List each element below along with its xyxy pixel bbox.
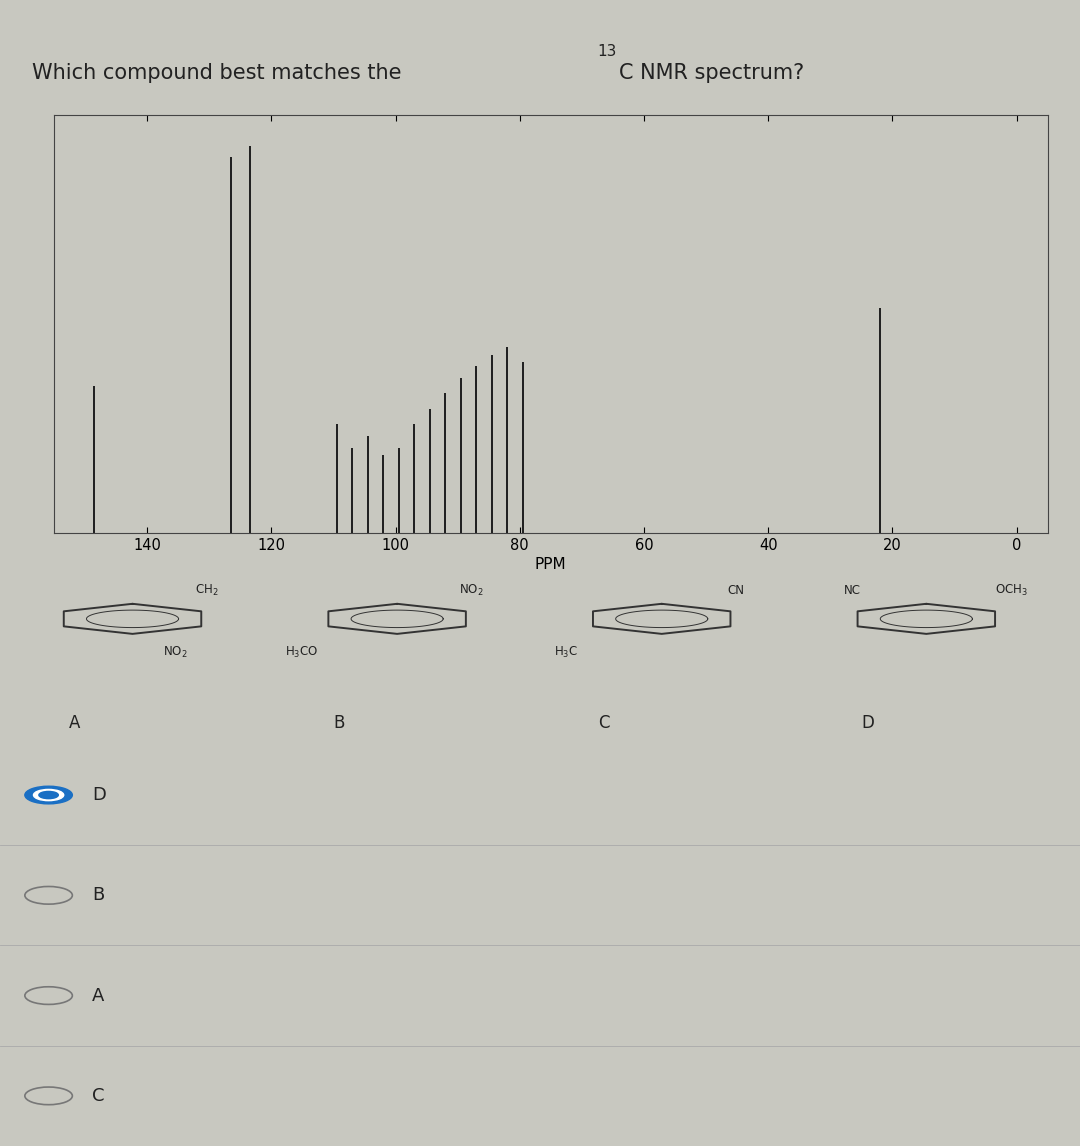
Text: 13: 13 (597, 44, 617, 58)
Text: C: C (92, 1086, 105, 1105)
Text: B: B (92, 886, 104, 904)
Text: NC: NC (843, 584, 861, 597)
Text: OCH$_3$: OCH$_3$ (995, 583, 1027, 598)
Text: NO$_2$: NO$_2$ (459, 583, 484, 598)
Circle shape (39, 792, 58, 799)
Text: C NMR spectrum?: C NMR spectrum? (619, 63, 804, 83)
X-axis label: PPM: PPM (535, 557, 567, 572)
Text: A: A (69, 714, 80, 732)
Text: CN: CN (727, 584, 744, 597)
Text: B: B (334, 714, 345, 732)
Text: D: D (92, 786, 106, 804)
Text: Which compound best matches the: Which compound best matches the (32, 63, 408, 83)
Text: C: C (597, 714, 609, 732)
Text: A: A (92, 987, 104, 1005)
Text: CH$_2$: CH$_2$ (194, 583, 218, 598)
Text: D: D (862, 714, 875, 732)
Circle shape (33, 790, 64, 801)
Circle shape (25, 786, 72, 803)
Text: H$_3$CO: H$_3$CO (285, 645, 319, 660)
Text: H$_3$C: H$_3$C (554, 645, 579, 660)
Text: NO$_2$: NO$_2$ (163, 645, 187, 660)
